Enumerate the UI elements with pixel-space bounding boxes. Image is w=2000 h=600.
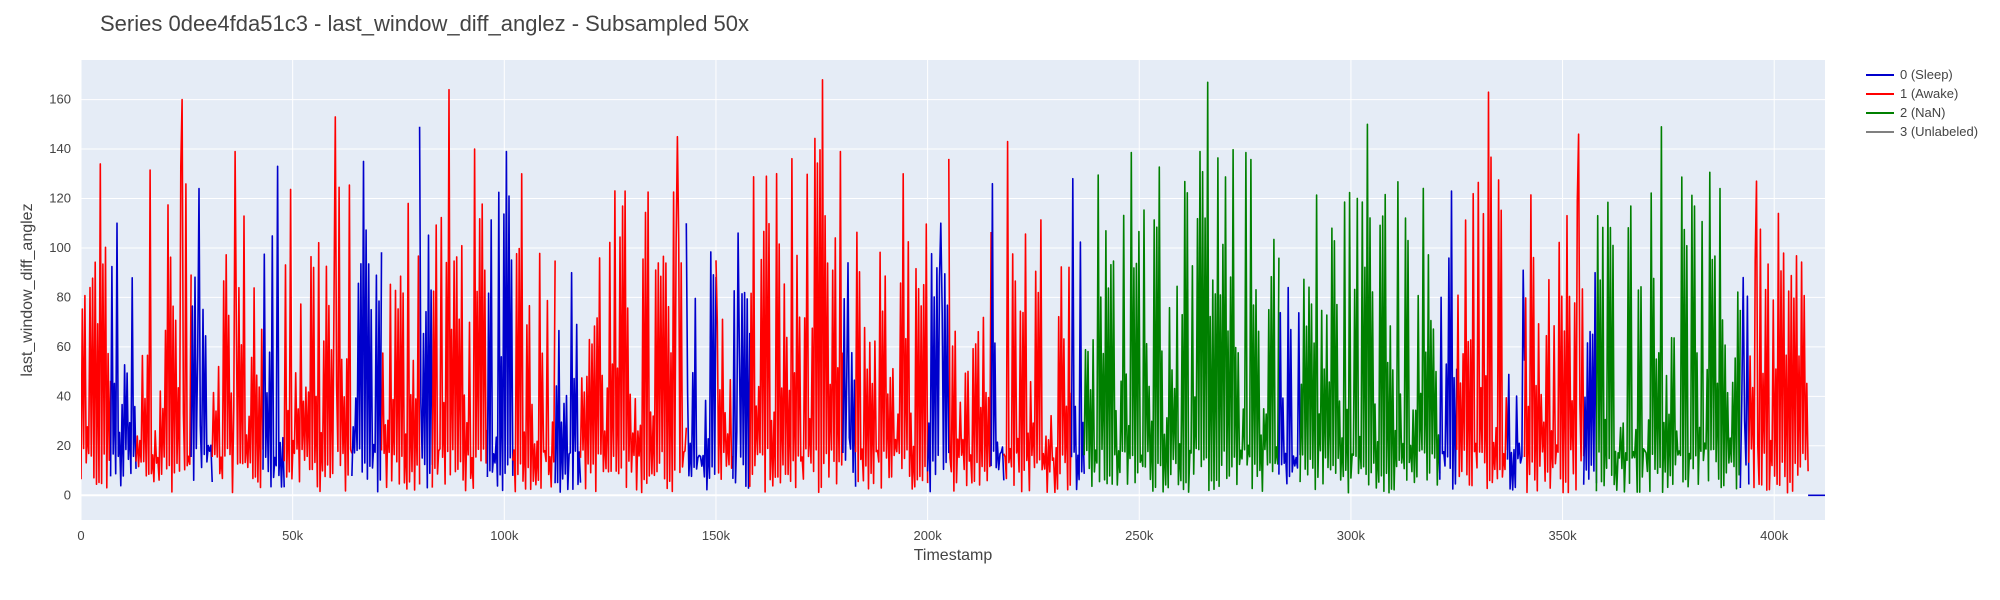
x-tick-label: 250k (1125, 528, 1154, 543)
trace-segment-0 (81, 163, 112, 489)
x-tick-label: 0 (77, 528, 84, 543)
trace-segment-30 (1455, 91, 1509, 490)
trace-segment-16 (715, 260, 734, 480)
legend-item[interactable]: 3 (Unlabeled) (1866, 124, 1978, 139)
trace-segment-35 (1739, 276, 1750, 489)
trace-segment-9 (418, 126, 434, 489)
trace-segment-20 (854, 173, 929, 490)
legend-label: 1 (Awake) (1900, 86, 1958, 101)
y-tick-label: 100 (49, 240, 71, 255)
trace-segment-24 (1003, 140, 1073, 494)
trace-segment-19 (842, 262, 857, 487)
trace-segment-1 (109, 222, 137, 487)
trace-segment-11 (486, 150, 514, 492)
trace-segment-34 (1595, 126, 1742, 493)
trace-segment-27 (1278, 286, 1301, 485)
trace-segment-33 (1582, 271, 1598, 485)
x-tick-label: 300k (1337, 528, 1366, 543)
y-tick-labels: 0 20 40 60 80 100 120 140 160 (49, 92, 71, 503)
trace-segment-10 (431, 88, 489, 492)
legend-item[interactable]: 0 (Sleep) (1866, 67, 1953, 82)
trace-segment-26 (1083, 81, 1280, 493)
trace-segment-25 (1070, 177, 1085, 491)
trace-segment-36 (1748, 180, 1809, 494)
trace-segment-21 (926, 222, 950, 493)
legend-item[interactable]: 2 (NaN) (1866, 105, 1946, 120)
x-tick-label: 100k (490, 528, 519, 543)
y-tick-label: 160 (49, 92, 71, 107)
trace-segment-12 (512, 173, 556, 493)
legend-label: 0 (Sleep) (1900, 67, 1953, 82)
trace-segment-22 (948, 158, 992, 492)
legend-item[interactable]: 1 (Awake) (1866, 86, 1958, 101)
x-tick-label: 150k (702, 528, 731, 543)
y-tick-label: 120 (49, 190, 71, 205)
x-tick-label: 200k (914, 528, 943, 543)
traces (81, 79, 1825, 497)
trace-segment-29 (1439, 190, 1458, 490)
legend-label: 2 (NaN) (1900, 105, 1946, 120)
chart-title: Series 0dee4fda51c3 - last_window_diff_a… (100, 11, 749, 36)
y-tick-label: 140 (49, 141, 71, 156)
trace-segment-14 (579, 135, 688, 494)
y-axis-title: last_window_diff_anglez (19, 203, 36, 376)
trace-segment-28 (1299, 123, 1441, 494)
trace-segment-6 (283, 116, 353, 493)
trace-segment-7 (351, 160, 383, 493)
trace-segment-23 (990, 182, 1005, 481)
trace-segment-3 (190, 187, 213, 483)
trace-segment-18 (749, 79, 844, 494)
legend[interactable]: 0 (Sleep) 1 (Awake) 2 (NaN) 3 (Unlabeled) (1866, 67, 1978, 139)
x-tick-label: 50k (282, 528, 303, 543)
x-tick-label: 400k (1760, 528, 1789, 543)
trace-segment-13 (554, 271, 582, 493)
trace-segment-2 (135, 98, 192, 493)
x-tick-label: 350k (1548, 528, 1577, 543)
trace-segment-32 (1523, 133, 1585, 494)
trace-segment-8 (380, 202, 421, 491)
trace-segment-31 (1506, 269, 1526, 491)
trace-segment-4 (211, 150, 264, 494)
y-tick-label: 80 (57, 289, 71, 304)
x-axis-title: Timestamp (914, 547, 993, 564)
y-tick-label: 40 (57, 388, 71, 403)
trace-segment-15 (685, 223, 717, 491)
y-tick-label: 60 (57, 339, 71, 354)
y-tick-label: 20 (57, 438, 71, 453)
x-tick-labels: 0 50k 100k 150k 200k 250k 300k 350k 400k (77, 528, 1788, 543)
y-tick-label: 0 (64, 487, 71, 502)
trace-segment-5 (262, 165, 285, 488)
trace-segment-17 (732, 232, 751, 489)
legend-label: 3 (Unlabeled) (1900, 124, 1978, 139)
